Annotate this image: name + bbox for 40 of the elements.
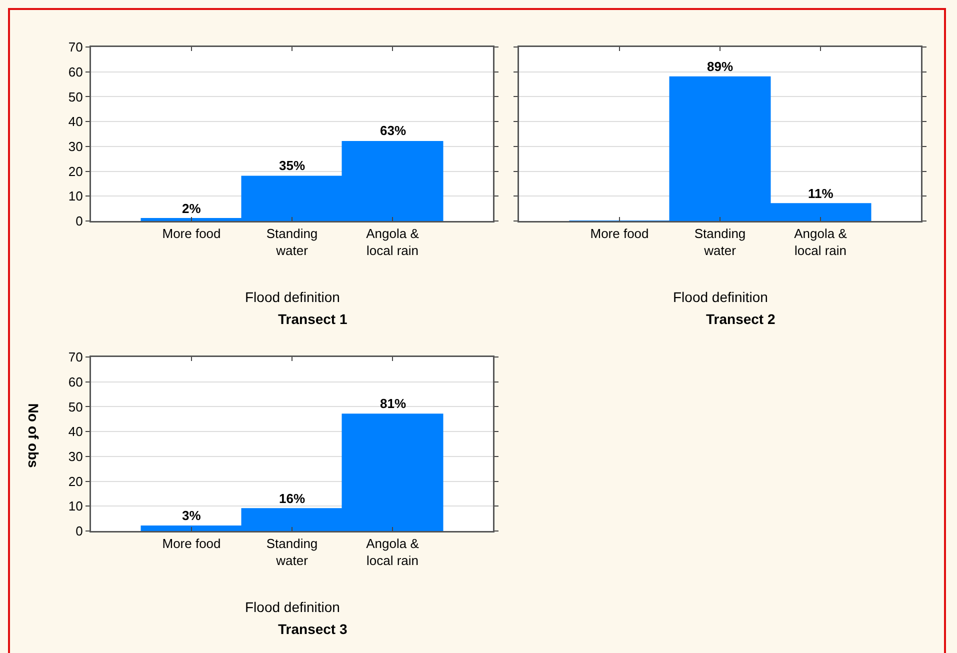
x-axis-title: Flood definition xyxy=(245,289,340,305)
x-tick-label: More food xyxy=(590,226,649,242)
y-tick-label: 60 xyxy=(68,374,83,390)
annotation: 81% xyxy=(380,396,406,411)
x-tick-label: More food xyxy=(162,226,221,242)
y-tick-label: 60 xyxy=(68,64,83,80)
x-axis-title: Flood definition xyxy=(245,599,340,615)
annotation: 89% xyxy=(707,59,734,74)
y-tick-label: 70 xyxy=(68,40,83,55)
y-tick-label: 20 xyxy=(68,474,83,489)
y-tick-label: 30 xyxy=(68,138,83,154)
y-tick-label: 10 xyxy=(68,498,83,514)
y-tick-label: 50 xyxy=(68,399,83,414)
x-tick-label: More food xyxy=(162,536,221,552)
x-axis-title: Flood definition xyxy=(673,289,768,305)
x-tick-label: Standing water xyxy=(266,536,318,568)
x-tick-label: Angola & local rain xyxy=(366,226,420,258)
y-tick-label: 50 xyxy=(68,89,83,104)
annotation: 63% xyxy=(380,123,406,138)
y-tick-label: 20 xyxy=(68,164,83,179)
y-tick-label: 40 xyxy=(68,114,83,130)
annotation: 11% xyxy=(808,186,834,201)
text: Transect 3 xyxy=(278,621,348,637)
text: Transect 1 xyxy=(278,311,348,327)
y-tick-label: 70 xyxy=(68,350,83,365)
y-tick-label: 30 xyxy=(68,448,83,464)
annotation: 16% xyxy=(279,491,306,506)
y-tick-label: 40 xyxy=(68,424,83,440)
annotation: 2% xyxy=(182,201,202,216)
y-tick-label: 0 xyxy=(76,524,83,539)
y-axis-title: No of obs xyxy=(25,403,42,468)
annotation: 3% xyxy=(182,508,202,523)
annotation: 35% xyxy=(279,158,306,173)
x-tick-label: Standing water xyxy=(266,226,318,258)
y-tick-label: 0 xyxy=(76,214,83,229)
text: Transect 2 xyxy=(706,311,776,327)
x-tick-label: Angola & local rain xyxy=(794,226,848,258)
x-tick-label: Standing water xyxy=(694,226,746,258)
y-tick-label: 10 xyxy=(68,188,83,204)
x-tick-label: Angola & local rain xyxy=(366,536,420,568)
